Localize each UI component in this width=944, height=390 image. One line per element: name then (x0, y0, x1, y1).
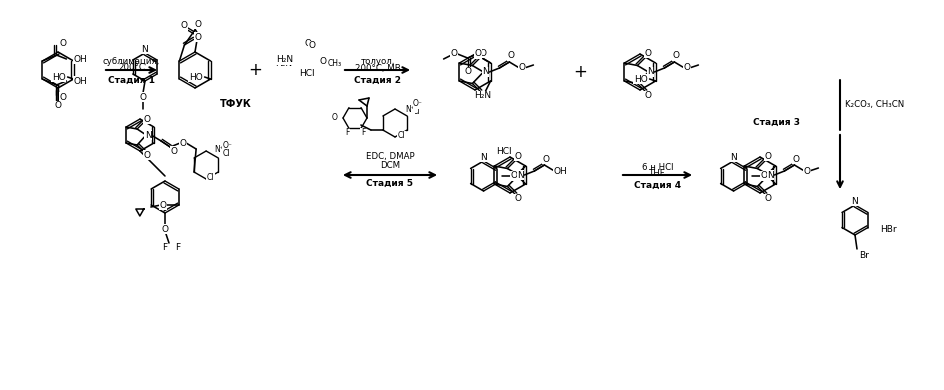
Text: O: O (180, 21, 187, 30)
Text: H₂N: H₂N (275, 60, 292, 69)
Text: O: O (672, 51, 679, 60)
Text: O: O (59, 92, 66, 101)
Text: HO: HO (633, 74, 647, 83)
Text: N: N (481, 67, 488, 76)
Text: F: F (361, 128, 364, 137)
Text: +: + (572, 63, 586, 81)
Text: N: N (730, 152, 736, 161)
Text: OH: OH (74, 76, 87, 85)
Text: N: N (144, 131, 151, 140)
Text: N: N (851, 197, 857, 206)
Text: O: O (803, 167, 810, 176)
Text: F: F (175, 243, 180, 252)
Text: K₂CO₃, CH₃CN: K₂CO₃, CH₃CN (844, 101, 903, 110)
Text: 200°С: 200°С (118, 64, 144, 73)
Text: Cl: Cl (397, 131, 405, 140)
Text: O: O (179, 138, 187, 147)
Text: Cl: Cl (413, 108, 420, 117)
Text: O: O (507, 51, 514, 60)
Text: O: O (510, 172, 516, 181)
Text: HO: HO (52, 73, 65, 82)
Text: CH₃: CH₃ (328, 60, 342, 69)
Text: N: N (480, 152, 486, 161)
Text: O: O (543, 154, 549, 163)
Text: OH: OH (74, 55, 87, 64)
Text: O: O (792, 154, 799, 163)
Text: O⁻: O⁻ (222, 140, 232, 149)
Text: O: O (143, 151, 150, 160)
Text: ТФУК: ТФУК (220, 99, 251, 109)
Text: 200°С, МВ: 200°С, МВ (354, 64, 400, 73)
Text: O: O (449, 50, 457, 58)
Text: O: O (319, 57, 327, 66)
Text: O: O (194, 20, 201, 29)
Text: Br: Br (858, 250, 868, 259)
Text: 6 н HCl: 6 н HCl (641, 163, 672, 172)
Text: O: O (308, 41, 315, 50)
Text: H₂N: H₂N (276, 55, 293, 64)
Text: THF: THF (649, 168, 666, 177)
Text: толуол,: толуол, (360, 57, 395, 67)
Text: Стадия 1: Стадия 1 (108, 76, 155, 85)
Text: N⁺: N⁺ (214, 145, 224, 154)
Text: O: O (143, 115, 150, 124)
Text: O: O (304, 39, 312, 48)
Text: F: F (161, 243, 167, 252)
Text: O: O (683, 64, 690, 73)
Text: O: O (764, 194, 771, 203)
Text: O: O (644, 49, 651, 58)
Text: O: O (514, 152, 521, 161)
Text: Cl: Cl (222, 149, 229, 158)
Text: O⁻: O⁻ (413, 99, 422, 108)
Text: O: O (480, 91, 486, 100)
Text: EDC, DMAP: EDC, DMAP (365, 152, 413, 161)
Text: O: O (644, 91, 651, 100)
Text: HCl: HCl (496, 147, 511, 156)
Text: N: N (142, 44, 148, 53)
Text: O: O (764, 152, 771, 161)
Text: O: O (514, 194, 521, 203)
Text: O: O (331, 113, 338, 122)
Text: H₂N: H₂N (474, 92, 491, 101)
Text: O: O (518, 64, 526, 73)
Text: Стадия 5: Стадия 5 (366, 179, 413, 188)
Text: HBr: HBr (879, 225, 896, 234)
Text: O: O (194, 32, 202, 41)
Text: O: O (59, 39, 66, 48)
Text: O: O (171, 147, 177, 156)
Text: N: N (647, 67, 653, 76)
Text: N⁺: N⁺ (405, 105, 414, 113)
Text: O: O (160, 200, 166, 209)
Polygon shape (272, 33, 348, 83)
Text: Стадия 2: Стадия 2 (354, 76, 400, 85)
Text: сублимация,: сублимация, (103, 57, 160, 67)
Text: O: O (140, 92, 146, 101)
Text: HO: HO (189, 73, 202, 82)
Text: N: N (767, 170, 773, 179)
Text: N: N (516, 170, 523, 179)
Text: Стадия 4: Стадия 4 (633, 181, 681, 190)
Text: O: O (318, 60, 325, 69)
Text: OH: OH (553, 167, 566, 176)
Text: O: O (474, 50, 480, 58)
Text: DCM: DCM (379, 161, 399, 170)
Text: +: + (247, 61, 261, 79)
Text: O: O (161, 225, 168, 234)
Text: Cl: Cl (207, 172, 214, 181)
Text: F: F (345, 128, 349, 137)
Text: O: O (55, 101, 61, 110)
Text: HCl: HCl (299, 69, 314, 78)
Text: O: O (464, 67, 471, 76)
Text: O: O (759, 172, 767, 181)
Text: Стадия 3: Стадия 3 (752, 117, 800, 126)
Text: O: O (480, 49, 486, 58)
